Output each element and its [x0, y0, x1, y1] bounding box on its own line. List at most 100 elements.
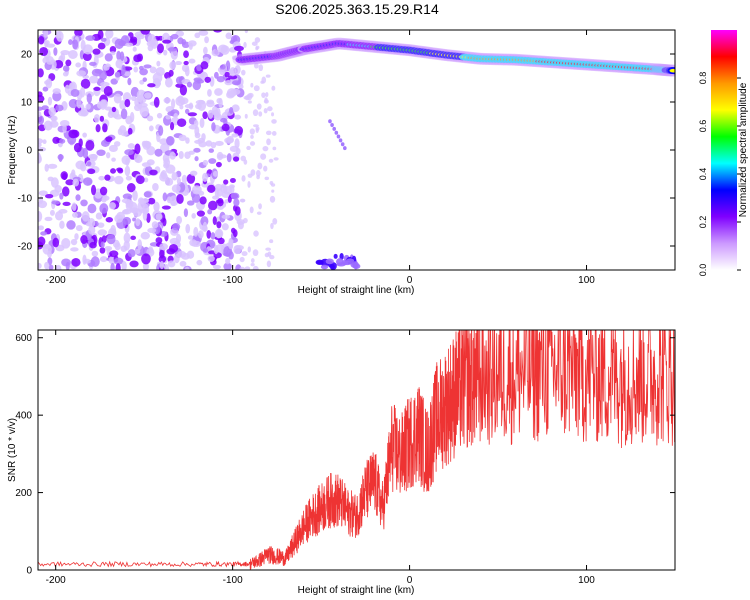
noise-blob — [333, 253, 338, 259]
noise-blob — [133, 152, 140, 163]
noise-blob — [189, 170, 198, 176]
noise-blob — [195, 99, 206, 105]
noise-blob — [80, 39, 86, 51]
colorbar-label: Normalized spectral amplitude — [738, 82, 749, 217]
noise-blob — [71, 257, 81, 267]
noise-blob — [61, 258, 71, 267]
noise-blob — [229, 145, 239, 152]
noise-blob — [264, 176, 270, 181]
noise-blob — [62, 65, 70, 72]
noise-blob — [68, 98, 79, 109]
noise-blob — [42, 86, 49, 92]
noise-blob — [130, 36, 138, 43]
noise-blob — [97, 229, 108, 236]
noise-blob — [104, 245, 113, 251]
noise-blob — [233, 198, 240, 207]
noise-blob — [211, 106, 218, 116]
noise-blob — [193, 226, 199, 237]
noise-blob — [49, 209, 55, 216]
noise-blob — [110, 262, 115, 270]
noise-blob — [196, 79, 205, 84]
noise-blob — [82, 254, 87, 265]
noise-blob — [136, 89, 146, 101]
noise-blob — [38, 190, 48, 196]
noise-blob — [82, 132, 88, 138]
noise-blob — [207, 255, 215, 262]
noise-blob — [141, 162, 151, 168]
noise-blob — [188, 58, 196, 64]
noise-blob — [189, 239, 197, 247]
noise-blob — [249, 141, 256, 146]
noise-blob — [119, 51, 125, 62]
noise-blob — [230, 227, 236, 234]
noise-blob — [262, 146, 269, 152]
noise-blob — [170, 200, 176, 207]
noise-blob — [179, 104, 184, 110]
noise-blob — [99, 256, 108, 263]
noise-blob — [110, 51, 116, 56]
noise-blob — [162, 217, 167, 227]
snr-y-tick-label: 600 — [15, 333, 32, 344]
noise-blob — [217, 198, 224, 207]
noise-blob — [177, 250, 187, 258]
noise-blob — [126, 182, 136, 193]
trace-core — [669, 68, 675, 73]
noise-blob — [38, 111, 42, 118]
noise-blob — [60, 171, 68, 180]
noise-blob — [230, 88, 241, 96]
noise-blob — [266, 260, 272, 268]
noise-blob — [223, 262, 232, 270]
noise-blob — [121, 198, 131, 204]
noise-blob — [126, 202, 134, 208]
noise-blob — [158, 125, 164, 136]
noise-blob — [120, 108, 128, 120]
noise-blob — [170, 33, 179, 40]
noise-blob — [108, 144, 118, 153]
noise-blob — [81, 211, 90, 222]
noise-blob — [100, 84, 105, 92]
noise-blob — [191, 193, 201, 203]
noise-blob — [231, 80, 241, 86]
noise-blob — [185, 223, 191, 234]
noise-blob — [241, 251, 248, 257]
noise-blob — [254, 37, 261, 43]
noise-blob — [70, 247, 79, 252]
noise-blob — [225, 32, 232, 40]
noise-blob — [114, 38, 124, 50]
noise-blob — [45, 78, 53, 89]
noise-blob — [103, 86, 113, 97]
noise-blob — [243, 41, 247, 49]
noise-blob — [267, 106, 273, 112]
noise-blob — [247, 100, 252, 104]
noise-blob — [38, 225, 45, 231]
noise-blob — [151, 221, 159, 229]
noise-blob — [97, 42, 106, 50]
noise-blob — [228, 239, 234, 250]
snr-panel: -200 -100 0 100 0 200 400 600 Height of straig… — [7, 329, 676, 596]
noise-blob — [92, 48, 101, 55]
noise-blob — [188, 42, 193, 50]
noise-blob — [124, 98, 131, 108]
noise-blob — [165, 77, 173, 88]
noise-blob — [163, 49, 168, 56]
noise-blob — [271, 112, 275, 117]
noise-blob — [228, 251, 234, 260]
noise-blob — [75, 62, 82, 68]
noise-blob — [230, 177, 236, 183]
noise-blob — [68, 39, 73, 46]
noise-blob — [230, 192, 240, 200]
noise-blob — [173, 112, 178, 119]
noise-blob — [68, 49, 78, 59]
noise-blob — [175, 61, 182, 66]
noise-blob — [101, 99, 108, 109]
noise-blob — [233, 45, 244, 52]
noise-blob — [241, 175, 246, 182]
colorbar: 0.0 0.2 0.4 0.6 0.8 Normalized spectral ampl… — [698, 30, 749, 276]
noise-blob — [253, 85, 260, 92]
noise-blob — [153, 201, 160, 212]
noise-blob — [52, 91, 62, 102]
noise-blob — [75, 225, 83, 232]
noise-blob — [250, 258, 255, 263]
noise-blob — [104, 174, 111, 181]
noise-blob — [113, 141, 121, 147]
